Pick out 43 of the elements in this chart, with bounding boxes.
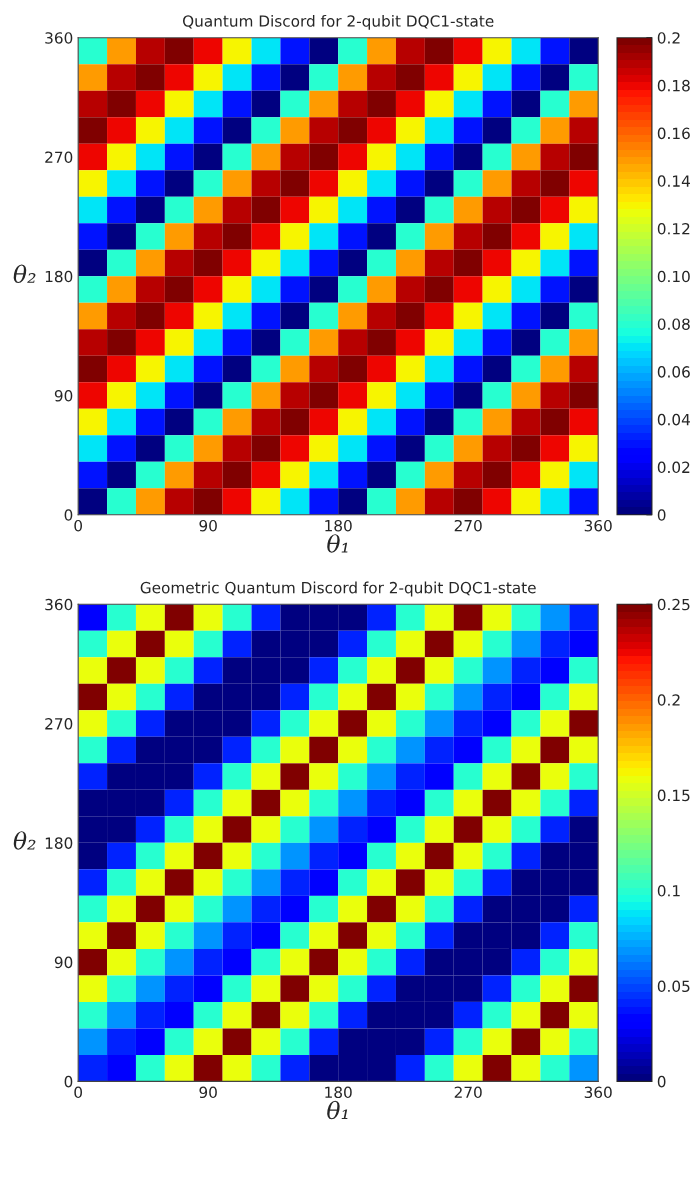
color-bar-label: 0.2 bbox=[657, 32, 680, 44]
color-bar-label: 0.15 bbox=[657, 789, 690, 802]
y-axis-title: θ₂ bbox=[13, 831, 36, 850]
color-bar-label: 0.25 bbox=[657, 598, 690, 611]
y-tick-label: 180 bbox=[45, 837, 73, 849]
color-bar-label: 0.2 bbox=[657, 694, 680, 706]
color-bar-label: 0.10 bbox=[657, 270, 690, 283]
x-tick-label: 90 bbox=[199, 1086, 217, 1099]
color-bar-label: 0 bbox=[657, 509, 666, 521]
y-tick-label: 90 bbox=[54, 956, 73, 969]
y-tick-label: 270 bbox=[45, 151, 73, 163]
x-tick-label: 270 bbox=[454, 519, 482, 532]
color-bar-label: 0.1 bbox=[657, 885, 680, 897]
color-bar-label: 0 bbox=[657, 1075, 666, 1088]
color-bar-label: 0.05 bbox=[657, 980, 690, 993]
color-bar-label: 0.08 bbox=[657, 318, 690, 330]
y-tick-label: 0 bbox=[64, 1075, 73, 1088]
color-bar-label: 0.12 bbox=[657, 223, 690, 235]
color-bar-label: 0.18 bbox=[657, 79, 690, 92]
color-bar-label: 0.16 bbox=[657, 127, 690, 140]
y-tick-label: 180 bbox=[45, 270, 73, 283]
x-tick-label: 360 bbox=[584, 1086, 612, 1099]
color-bar-label: 0.14 bbox=[657, 175, 690, 187]
x-axis-title: θ₁ bbox=[327, 1100, 348, 1120]
y-tick-label: 360 bbox=[45, 32, 73, 44]
x-tick-label: 180 bbox=[325, 1086, 352, 1099]
y-tick-label: 90 bbox=[54, 389, 73, 402]
x-tick-label: 0 bbox=[74, 1086, 83, 1099]
x-tick-label: 360 bbox=[584, 519, 612, 532]
x-axis-title: θ₁ bbox=[327, 534, 348, 553]
x-tick-label: 270 bbox=[454, 1086, 482, 1099]
y-tick-label: 0 bbox=[64, 509, 73, 521]
x-tick-label: 0 bbox=[74, 519, 83, 532]
y-tick-label: 270 bbox=[45, 718, 73, 730]
y-tick-label: 360 bbox=[45, 598, 73, 611]
chart-title: Geometric Quantum Discord for 2-qubit DQC1-state bbox=[140, 581, 536, 597]
color-bar-label: 0.04 bbox=[657, 413, 690, 426]
x-tick-label: 180 bbox=[325, 519, 352, 532]
x-tick-label: 90 bbox=[199, 519, 217, 532]
y-axis-title: θ₂ bbox=[13, 264, 36, 284]
color-bar-label: 0.06 bbox=[657, 366, 690, 378]
chart-title: Quantum Discord for 2-qubit DQC1-state bbox=[182, 14, 494, 30]
color-bar-label: 0.02 bbox=[657, 461, 690, 474]
